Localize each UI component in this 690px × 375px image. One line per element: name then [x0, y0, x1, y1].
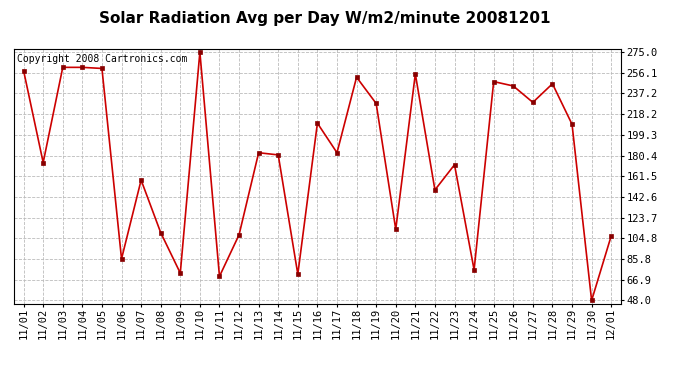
Text: Copyright 2008 Cartronics.com: Copyright 2008 Cartronics.com [17, 54, 187, 64]
Text: Solar Radiation Avg per Day W/m2/minute 20081201: Solar Radiation Avg per Day W/m2/minute … [99, 11, 550, 26]
